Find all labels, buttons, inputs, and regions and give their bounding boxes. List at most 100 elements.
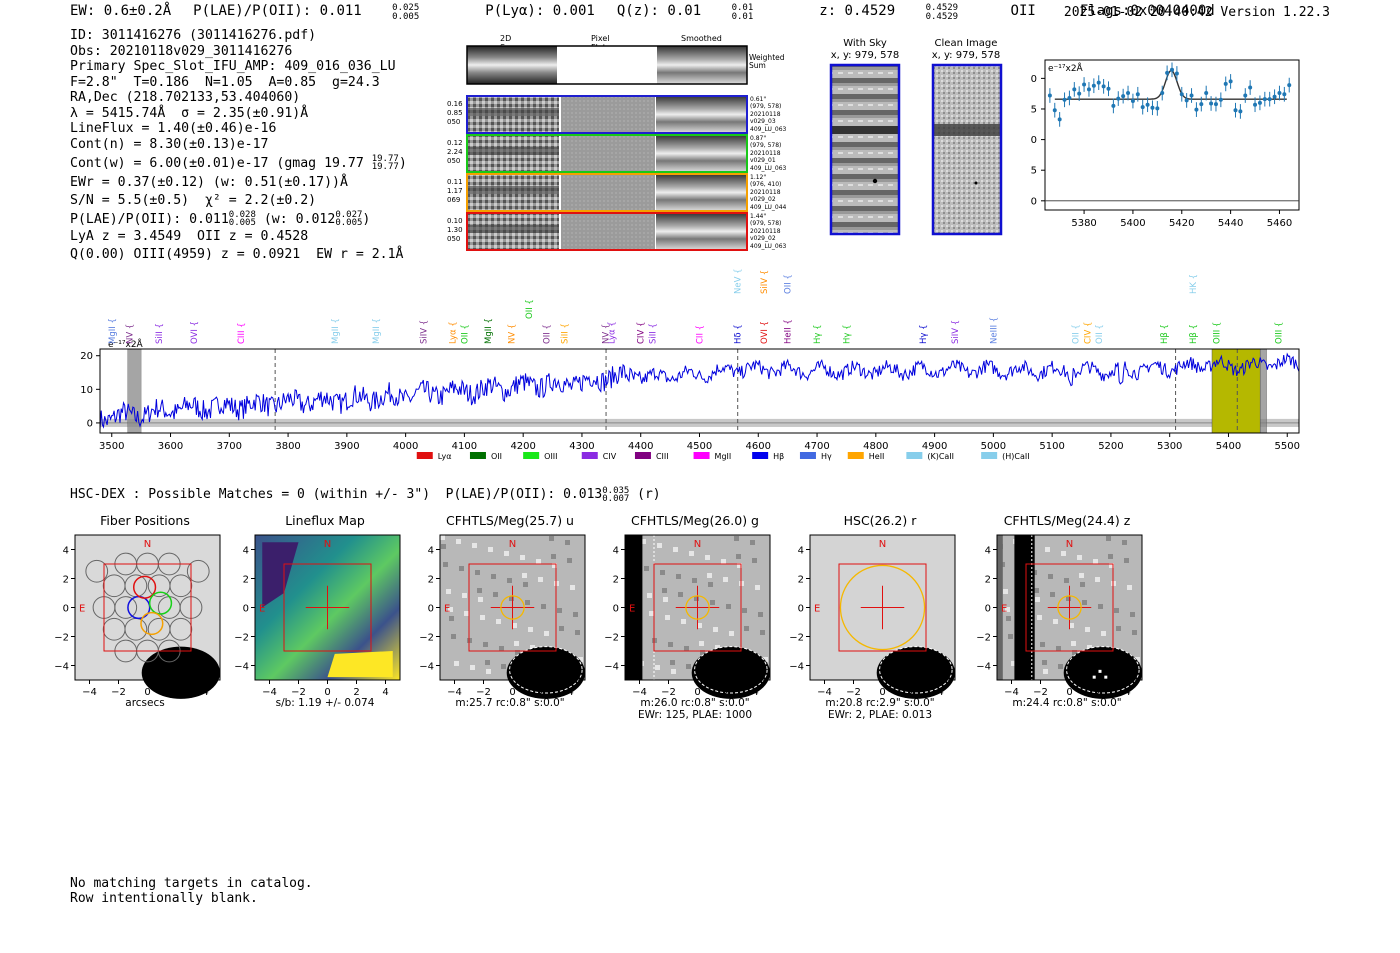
spectral-line-label: HK { <box>1189 274 1199 294</box>
spectral-line-label: SiII { <box>648 323 658 344</box>
noise-pixel <box>459 566 464 571</box>
with-sky-image <box>831 65 899 234</box>
zoom-ytick-label: 10 <box>1030 135 1037 146</box>
z-value: z: 0.4529 0.4529 0.4529 OII <box>819 3 1036 22</box>
zoom-ylabel: e⁻¹⁷x2Å <box>1048 62 1084 74</box>
noise-pixel <box>1114 608 1119 613</box>
row-2dspec-trace <box>467 225 559 233</box>
zoom-data-point <box>1145 102 1150 107</box>
xtick-label: 4 <box>202 687 208 698</box>
noise-pixel <box>504 551 509 556</box>
xtick-label: 2 <box>908 687 914 698</box>
noise-pixel <box>750 540 755 545</box>
ytick-label: −4 <box>54 662 69 673</box>
clean-frame <box>931 63 1003 236</box>
zoom-data-point <box>1086 87 1091 92</box>
noise-pixel <box>723 577 728 582</box>
noise-pixel <box>1058 664 1063 669</box>
noise-pixel <box>523 582 528 587</box>
spectral-line-label: Hβ { <box>1189 324 1199 344</box>
row-flat-image <box>561 135 655 172</box>
zoom-ytick-label: 20 <box>1030 74 1037 85</box>
noise-pixel <box>478 597 483 602</box>
noise-pixel <box>700 650 705 655</box>
spectral-line-label: CIII { <box>237 322 247 344</box>
neighbor-aperture <box>694 646 768 694</box>
noise-pixel <box>441 544 446 549</box>
spec-xtick-label: 3600 <box>158 441 183 452</box>
ytick-label: 4 <box>798 546 804 557</box>
edge-mask <box>1014 535 1035 680</box>
legend-label: Hβ <box>773 452 784 461</box>
xtick-label: −2 <box>291 687 306 698</box>
noise-pixel <box>493 592 498 597</box>
noise-pixel <box>694 596 699 601</box>
cutout-subtitle: m:20.8 rc:2.9" s:0.0" EWr: 2, PLAE: 0.013 <box>800 697 960 721</box>
noise-pixel <box>655 665 660 670</box>
spectral-line-label: OII { <box>1072 324 1082 344</box>
edge-mask <box>625 535 643 680</box>
cutout-svg: N E −4 −2 0 2 4 4 2 0 −2 −4 <box>976 534 1143 699</box>
xtick-label: −4 <box>262 687 277 698</box>
zoom-data-point <box>1243 93 1248 98</box>
noise-pixel <box>1034 588 1039 593</box>
ytick-label: 0 <box>243 604 249 615</box>
cutout-sub-line1: m:25.7 rc:0.8" s:0.0" <box>455 697 565 709</box>
noise-pixel <box>1072 650 1077 655</box>
noise-pixel <box>699 641 704 646</box>
spec-xtick-label: 5300 <box>1157 441 1182 452</box>
cutout-title: Fiber Positions <box>100 513 190 528</box>
cutout-sub-line1: arcsecs <box>125 697 165 709</box>
spec-ytick-label: 0 <box>87 418 93 429</box>
noise-pixel <box>507 578 512 583</box>
with-sky-trace <box>831 126 899 134</box>
noise-pixel <box>705 555 710 560</box>
xtick-label: 2 <box>723 687 729 698</box>
plae-line: P(LAE)/P(OII): 0.011 0.028 0.005 (w: 0.012… <box>70 209 371 228</box>
zoom-data-point <box>1077 91 1082 96</box>
xtick-label: 0 <box>694 687 700 698</box>
noise-pixel <box>707 573 712 578</box>
noise-pixel <box>1053 619 1058 624</box>
noise-pixel <box>567 558 572 563</box>
spec-xtick-label: 5500 <box>1275 441 1300 452</box>
noise-pixel <box>1124 558 1129 563</box>
noise-pixel <box>676 574 681 579</box>
spec-ytick-label: 20 <box>80 351 93 362</box>
xtick-label: −4 <box>1004 687 1019 698</box>
zoom-data-point <box>1111 103 1116 108</box>
header-line: EW: 0.6±0.2Å P(LAE)/P(OII): 0.011 0.025 0.… <box>70 3 1237 22</box>
spec-xtick-label: 3800 <box>275 441 300 452</box>
noise-pixel <box>1045 547 1050 552</box>
north-label: N <box>1066 539 1073 550</box>
xtick-label: 0 <box>509 687 515 698</box>
noise-pixel <box>1043 669 1048 674</box>
row-right-label: 1.44" (979, 578) 20210118 v029_02 409_LU_063 <box>750 213 787 250</box>
zoom-ytick-label: 5 <box>1031 166 1037 177</box>
noise-pixel <box>525 600 530 605</box>
spec2d-svg <box>466 45 748 251</box>
xtick-label: −2 <box>661 687 676 698</box>
zoom-data-point <box>1101 84 1106 89</box>
zoom-data-point <box>1262 97 1267 102</box>
noise-pixel <box>736 554 741 559</box>
cutout-svg: N E −4 −2 0 2 4 4 2 0 −2 −4 <box>789 534 956 699</box>
noise-pixel <box>1109 563 1114 568</box>
noise-pixel <box>1042 660 1047 665</box>
zoom-data-point <box>1267 97 1272 102</box>
noise-pixel <box>551 554 556 559</box>
north-label: N <box>509 539 516 550</box>
noise-pixel <box>536 559 541 564</box>
row-right-label: 1.12" (976, 410) 20210118 v029_02 409_LU_044 <box>750 174 787 211</box>
info-line: LineFlux = 1.40(±0.46)e-16 <box>70 121 277 136</box>
zoom-frame <box>1044 59 1300 211</box>
noise-pixel <box>1008 634 1013 639</box>
source-aperture <box>1057 595 1082 620</box>
noise-pixel <box>472 543 477 548</box>
legend-swatch <box>847 452 864 459</box>
fiber-circle-orange <box>140 611 164 636</box>
xtick-label: 4 <box>382 687 388 698</box>
bright-neighbor <box>876 646 955 699</box>
zoom-data-point <box>1174 71 1179 76</box>
spectral-line-label: Hδ { <box>734 324 744 344</box>
